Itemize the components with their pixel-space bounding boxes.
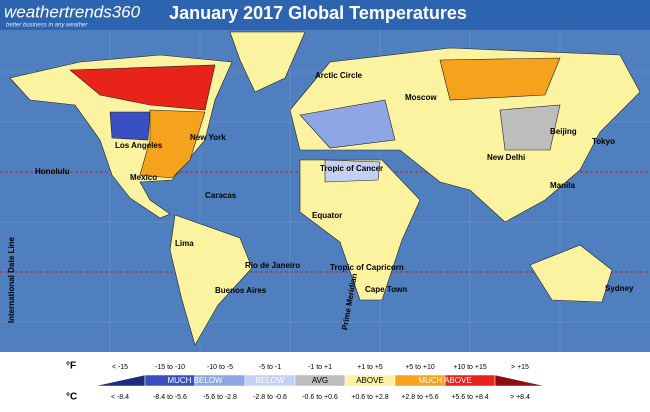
- tagline: better business in any weather: [6, 23, 88, 29]
- map-label: Tropic of Cancer: [320, 164, 383, 173]
- c-range: -5.6 to -2.8: [203, 394, 237, 401]
- f-range: -1 to +1: [308, 364, 332, 371]
- map-label: New York: [190, 133, 226, 142]
- map-label: Sydney: [605, 284, 634, 293]
- map-label: Honolulu: [35, 167, 70, 176]
- c-range: > +8.4: [510, 394, 530, 401]
- legend-category: BELOW: [256, 376, 285, 385]
- map-label: Mexico: [130, 173, 157, 182]
- f-range: > +15: [511, 364, 529, 371]
- legend-category: AVG: [312, 376, 328, 385]
- map-label: Rio de Janeiro: [245, 261, 300, 270]
- map-label: Moscow: [405, 93, 437, 102]
- legend-category: ABOVE: [356, 376, 384, 385]
- title: January 2017 Global Temperatures: [169, 3, 467, 23]
- f-range: -10 to -5: [207, 364, 233, 371]
- map-label: Manila: [550, 181, 575, 190]
- f-range: +5 to +10: [405, 364, 435, 371]
- c-range: -0.6 to +0.6: [302, 394, 338, 401]
- f-range: -15 to -10: [155, 364, 185, 371]
- f-range: < -15: [112, 364, 128, 371]
- map-label: Caracas: [205, 191, 237, 200]
- map-label: Arctic Circle: [315, 71, 363, 80]
- f-range: +10 to +15: [453, 364, 487, 371]
- map-label: Lima: [175, 239, 194, 248]
- c-range: +0.6 to +2.8: [351, 394, 388, 401]
- legend-category: MUCH ABOVE: [418, 376, 471, 385]
- logo: weathertrends360: [4, 2, 141, 21]
- map-label: Buenos Aires: [215, 286, 267, 295]
- c-range: +2.8 to +5.6: [401, 394, 438, 401]
- map-label: International Date Line: [7, 236, 16, 323]
- f-range: -5 to -1: [259, 364, 281, 371]
- c-range: -2.8 to -0.6: [253, 394, 287, 401]
- map-label: Beijing: [550, 127, 577, 136]
- c-range: < -8.4: [111, 394, 129, 401]
- header-bar: [0, 0, 650, 30]
- legend-swatch: [494, 374, 546, 387]
- legend-category: MUCH BELOW: [167, 376, 223, 385]
- c-range: -8.4 to -5.6: [153, 394, 187, 401]
- map-label: Los Angeles: [115, 141, 163, 150]
- map-label: Equator: [312, 211, 342, 220]
- map-label: New Delhi: [487, 153, 525, 162]
- c-unit: °C: [66, 392, 77, 403]
- map-label: Tropic of Capricorn: [330, 263, 404, 272]
- map-label: Cape Town: [365, 285, 407, 294]
- map-label: Tokyo: [592, 137, 615, 146]
- c-range: +5.6 to +8.4: [451, 394, 488, 401]
- f-range: +1 to +5: [357, 364, 383, 371]
- map: [0, 30, 650, 352]
- f-unit: °F: [66, 361, 76, 372]
- land: [9, 31, 641, 346]
